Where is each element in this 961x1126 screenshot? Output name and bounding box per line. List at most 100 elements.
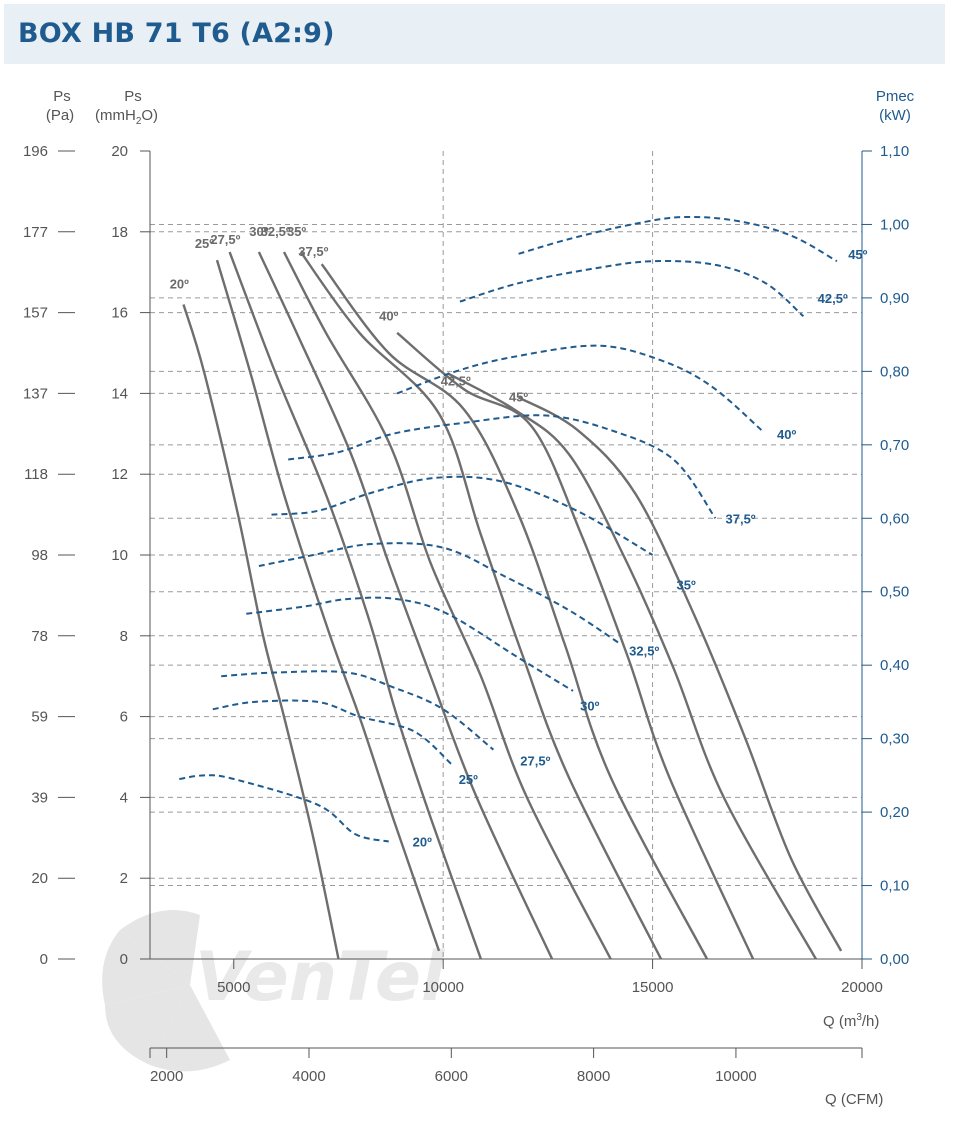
kw-tick-label: 1,10 bbox=[880, 143, 909, 160]
pressure-curve-label: 45º bbox=[509, 389, 528, 404]
pressure-curve-label: 37,5º bbox=[298, 244, 328, 259]
pressure-curve-line bbox=[215, 259, 441, 952]
power-curve-label: 20º bbox=[413, 834, 432, 849]
pressure-curve-line bbox=[228, 251, 483, 960]
cfm-tick-label: 2000 bbox=[150, 1068, 183, 1085]
pressure-curve-label: 30º bbox=[249, 224, 268, 239]
pa-tick-label: 157 bbox=[23, 305, 48, 322]
mm-tick-label: 20 bbox=[111, 143, 128, 160]
kw-tick-label: 0,80 bbox=[880, 363, 909, 380]
pressure-curve-label: 25º bbox=[195, 236, 214, 251]
pressure-curve-label: 42,5º bbox=[441, 373, 471, 388]
mm-tick-label: 18 bbox=[111, 224, 128, 241]
kw-tick-label: 1,00 bbox=[880, 216, 909, 233]
power-curve-label: 45º bbox=[848, 247, 867, 262]
mm-tick-label: 8 bbox=[120, 628, 128, 645]
pressure-curve-label: 20º bbox=[170, 276, 189, 291]
pa-tick-label: 39 bbox=[31, 789, 48, 806]
mm-axis-unit-2: (mmH2O) bbox=[95, 107, 158, 127]
pa-tick-label: 78 bbox=[31, 628, 48, 645]
pa-tick-label: 98 bbox=[31, 547, 48, 564]
grid bbox=[150, 151, 862, 959]
pa-tick-label: 20 bbox=[31, 870, 48, 887]
power-curve-line bbox=[396, 344, 763, 431]
pressure-curve-label: 40º bbox=[379, 309, 398, 324]
power-curve-label: 42,5º bbox=[818, 291, 848, 306]
watermark: VenTel bbox=[102, 910, 446, 1072]
kw-tick-label: 0,00 bbox=[880, 951, 909, 968]
power-curve-line bbox=[459, 260, 805, 318]
pa-tick-label: 118 bbox=[24, 466, 48, 483]
power-curve-line bbox=[246, 596, 574, 692]
cfm-tick-label: 6000 bbox=[435, 1068, 468, 1085]
power-curve-line bbox=[271, 475, 654, 556]
x-axis-m3h-label: Q (m3/h) bbox=[823, 1012, 879, 1030]
kw-tick-label: 0,40 bbox=[880, 657, 909, 674]
m3h-tick-label: 10000 bbox=[422, 979, 464, 996]
watermark-text: VenTel bbox=[195, 938, 446, 1017]
cfm-tick-label: 10000 bbox=[715, 1068, 757, 1085]
power-curve-line bbox=[258, 542, 620, 644]
mm-tick-label: 16 bbox=[111, 305, 128, 322]
power-curve-label: 30º bbox=[580, 699, 599, 714]
mm-tick-label: 12 bbox=[111, 466, 128, 483]
power-curve-label: 37,5º bbox=[726, 511, 756, 526]
x-axis-cfm-label: Q (CFM) bbox=[825, 1091, 883, 1108]
pa-tick-label: 196 bbox=[23, 143, 48, 160]
pressure-curve-line bbox=[282, 251, 612, 960]
kw-tick-label: 0,10 bbox=[880, 878, 909, 895]
pressure-curve-line bbox=[182, 304, 340, 960]
pressure-curve-line bbox=[320, 263, 709, 960]
chart-title: BOX HB 71 T6 (A2:9) bbox=[18, 18, 335, 49]
pa-tick-label: 59 bbox=[31, 709, 48, 726]
pa-tick-label: 0 bbox=[40, 951, 48, 968]
mm-tick-label: 2 bbox=[120, 870, 128, 887]
mm-tick-label: 14 bbox=[111, 385, 128, 402]
power-curve-line bbox=[212, 699, 453, 766]
kw-tick-label: 0,50 bbox=[880, 584, 909, 601]
pa-axis-unit-2: (Pa) bbox=[46, 107, 74, 124]
kw-axis-unit-2: (kW) bbox=[879, 107, 911, 124]
pressure-curve-label: 35º bbox=[287, 224, 306, 239]
cfm-tick-label: 4000 bbox=[292, 1068, 325, 1085]
kw-tick-label: 0,30 bbox=[880, 731, 909, 748]
axes: 2018161412108642019617715713711898785939… bbox=[23, 143, 909, 1085]
m3h-tick-label: 20000 bbox=[841, 979, 883, 996]
m3h-tick-label: 5000 bbox=[217, 979, 250, 996]
pressure-curve-label: 27,5º bbox=[210, 232, 240, 247]
power-curve-label: 25º bbox=[459, 772, 478, 787]
pressure-curve-line bbox=[299, 251, 663, 960]
mm-tick-label: 4 bbox=[120, 789, 128, 806]
power-curve-line bbox=[179, 774, 389, 843]
kw-axis-unit-1: Pmec bbox=[876, 88, 915, 105]
power-curve-label: 32,5º bbox=[629, 643, 659, 658]
pa-axis-unit-1: Ps bbox=[53, 88, 71, 105]
pressure-curve-line bbox=[446, 372, 817, 960]
kw-tick-label: 0,90 bbox=[880, 290, 909, 307]
power-curve-line bbox=[288, 414, 717, 519]
pressure-curve-label: 32,5º bbox=[261, 224, 291, 239]
pressure-curve-line bbox=[518, 396, 843, 952]
power-curve-label: 40º bbox=[777, 427, 796, 442]
mm-tick-label: 6 bbox=[120, 709, 128, 726]
kw-tick-label: 0,60 bbox=[880, 510, 909, 527]
mm-tick-label: 10 bbox=[111, 547, 128, 564]
pressure-curve-line bbox=[257, 251, 554, 960]
m3h-tick-label: 15000 bbox=[632, 979, 674, 996]
kw-tick-label: 0,70 bbox=[880, 437, 909, 454]
mm-axis-unit-1: Ps bbox=[124, 88, 142, 105]
power-curve-line bbox=[221, 670, 495, 751]
power-curve-line bbox=[518, 215, 838, 263]
pa-tick-label: 177 bbox=[23, 224, 48, 241]
mm-tick-label: 0 bbox=[120, 951, 128, 968]
pa-tick-label: 137 bbox=[23, 385, 48, 402]
title-bar: BOX HB 71 T6 (A2:9) bbox=[4, 4, 945, 64]
pressure-curve-line bbox=[396, 331, 755, 960]
kw-tick-label: 0,20 bbox=[880, 804, 909, 821]
power-curve-label: 35º bbox=[676, 577, 695, 592]
power-curve-label: 27,5º bbox=[520, 754, 550, 769]
cfm-tick-label: 8000 bbox=[577, 1068, 610, 1085]
